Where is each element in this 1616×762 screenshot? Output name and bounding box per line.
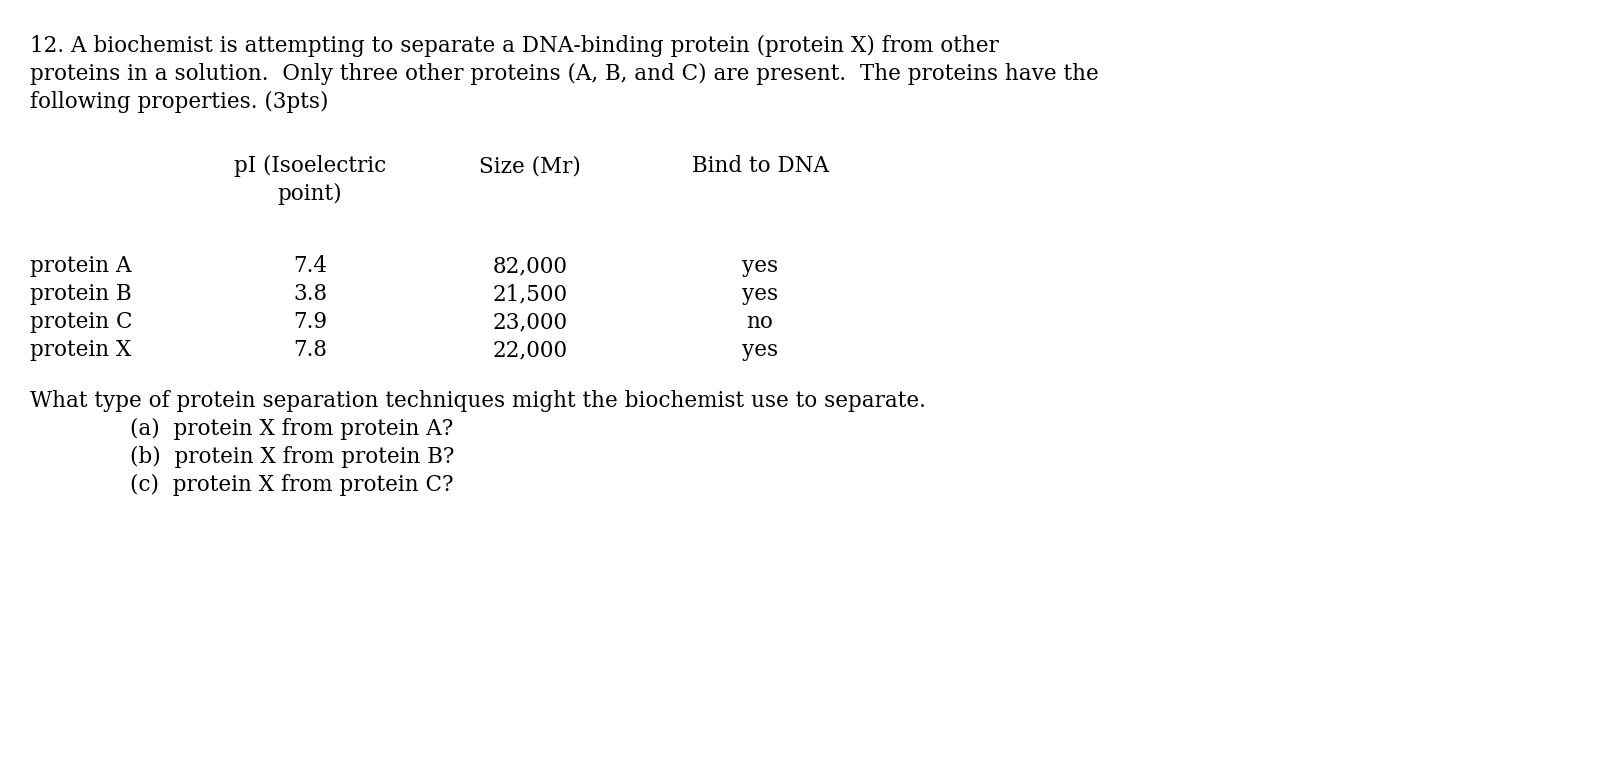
Text: Bind to DNA: Bind to DNA	[692, 155, 829, 177]
Text: protein A: protein A	[31, 255, 131, 277]
Text: (a)  protein X from protein A?: (a) protein X from protein A?	[129, 418, 452, 440]
Text: yes: yes	[742, 339, 777, 361]
Text: 23,000: 23,000	[493, 311, 567, 333]
Text: 7.4: 7.4	[292, 255, 326, 277]
Text: yes: yes	[742, 255, 777, 277]
Text: Size (Mr): Size (Mr)	[478, 155, 580, 177]
Text: 22,000: 22,000	[493, 339, 567, 361]
Text: 7.8: 7.8	[292, 339, 326, 361]
Text: 3.8: 3.8	[292, 283, 326, 305]
Text: protein X: protein X	[31, 339, 131, 361]
Text: 12. A biochemist is attempting to separate a DNA-binding protein (protein X) fro: 12. A biochemist is attempting to separa…	[31, 35, 999, 57]
Text: yes: yes	[742, 283, 777, 305]
Text: protein C: protein C	[31, 311, 133, 333]
Text: pI (Isoelectric: pI (Isoelectric	[234, 155, 386, 177]
Text: point): point)	[278, 183, 343, 205]
Text: (b)  protein X from protein B?: (b) protein X from protein B?	[129, 446, 454, 468]
Text: protein B: protein B	[31, 283, 131, 305]
Text: 82,000: 82,000	[493, 255, 567, 277]
Text: (c)  protein X from protein C?: (c) protein X from protein C?	[129, 474, 454, 496]
Text: no: no	[747, 311, 774, 333]
Text: What type of protein separation techniques might the biochemist use to separate.: What type of protein separation techniqu…	[31, 390, 926, 412]
Text: 7.9: 7.9	[292, 311, 326, 333]
Text: proteins in a solution.  Only three other proteins (A, B, and C) are present.  T: proteins in a solution. Only three other…	[31, 63, 1099, 85]
Text: following properties. (3pts): following properties. (3pts)	[31, 91, 328, 113]
Text: 21,500: 21,500	[493, 283, 567, 305]
